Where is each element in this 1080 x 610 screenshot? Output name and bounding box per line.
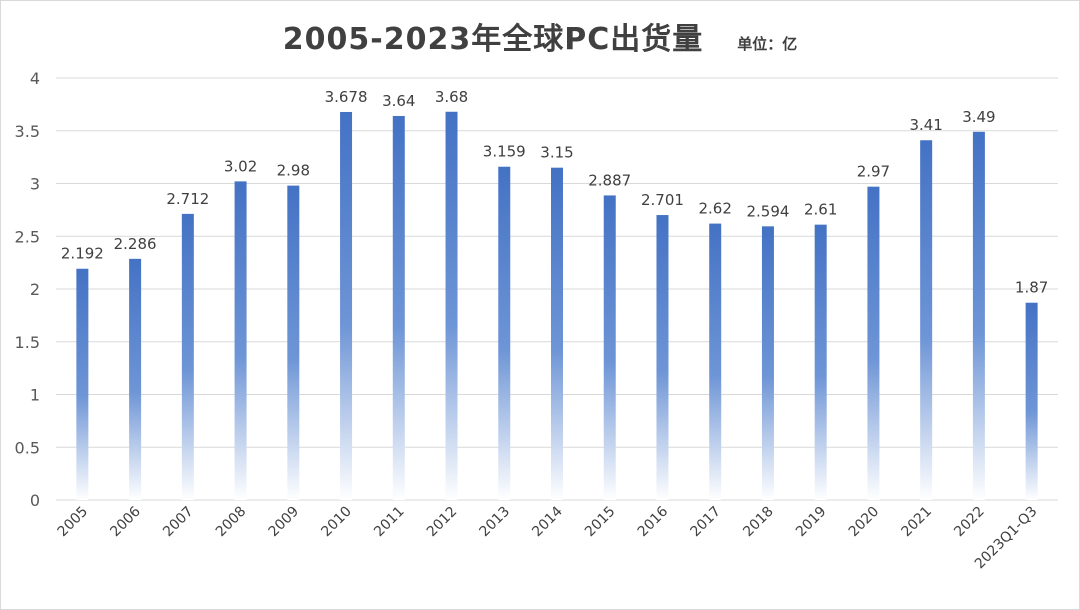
x-tick-label: 2005 [55,504,92,541]
data-label: 2.97 [857,163,890,181]
bar [867,186,880,501]
data-label: 3.41 [909,116,942,134]
bar [920,140,933,500]
data-label: 2.62 [699,200,732,218]
x-tick-label: 2016 [635,503,672,540]
data-label: 2.98 [277,162,310,180]
data-label: 2.712 [166,190,209,208]
bar [972,131,985,500]
x-tick-label: 2013 [477,504,514,541]
bar [181,213,194,500]
bars [76,111,1038,501]
bar [1025,302,1038,500]
y-tick-label: 4 [30,69,40,88]
y-tick-label: 0.5 [15,438,40,457]
bar [603,195,616,500]
data-label: 2.286 [114,235,157,253]
unit-label: 单位：亿 [737,35,798,53]
bar [392,115,405,500]
x-tick-label: 2014 [529,503,566,540]
bar [340,111,353,500]
data-label: 1.87 [1015,279,1048,297]
chart-title: 2005-2023年全球PC出货量 [282,22,704,57]
y-tick-label: 3 [30,175,40,194]
y-tick-label: 0 [30,491,40,510]
data-label: 3.02 [224,157,257,175]
bar [551,167,563,501]
data-label: 3.68 [435,88,468,106]
bar [129,258,142,500]
bar [234,181,247,500]
y-tick-label: 3.5 [15,122,40,141]
data-label: 2.887 [588,171,631,189]
data-label: 2.61 [804,201,837,219]
x-tick-label: 2007 [160,504,197,541]
data-labels: 2.192 2.286 2.712 3.02 2.98 3.678 3.64 3.68 3.15… [61,88,1048,297]
y-tick-label: 2 [30,280,40,299]
y-tick-label: 1 [30,386,40,405]
x-tick-label: 2018 [740,504,777,541]
x-tick-label: 2011 [371,504,408,541]
bar [814,224,827,500]
bar [76,268,89,500]
data-label: 3.49 [962,108,995,126]
y-axis: 0 0.5 1 1.5 2 2.5 3 3.5 4 [15,69,40,510]
x-tick-label: 2006 [107,503,144,540]
y-tick-label: 2.5 [15,227,40,246]
x-tick-label: 2020 [846,504,883,541]
y-tick-label: 1.5 [15,333,40,352]
data-label: 3.678 [325,88,368,106]
data-label: 3.64 [382,92,415,110]
data-label: 2.701 [641,191,684,209]
data-label: 3.159 [483,143,526,161]
bar [656,215,669,500]
x-tick-label: 2012 [424,504,461,541]
bar [761,226,774,500]
x-tick-label: 2010 [318,504,355,541]
x-tick-label: 2009 [266,504,303,541]
x-tick-label: 2017 [688,504,725,541]
data-label: 3.15 [540,144,573,162]
x-tick-label: 2015 [582,504,619,541]
bar [498,166,511,500]
x-tick-label: 2021 [898,504,935,541]
x-tick-label: 2022 [951,504,988,541]
x-axis: 2005 2006 2007 2008 2009 2010 2011 2012 2013 2014… [55,503,1041,572]
data-label: 2.192 [61,245,104,263]
bar [287,185,300,501]
title-block: 2005-2023年全球PC出货量 单位：亿 [0,14,1080,64]
bar [445,111,458,500]
x-tick-label: 2019 [793,504,830,541]
data-label: 2.594 [746,202,789,220]
x-tick-label: 2008 [213,504,250,541]
bar [709,223,722,500]
